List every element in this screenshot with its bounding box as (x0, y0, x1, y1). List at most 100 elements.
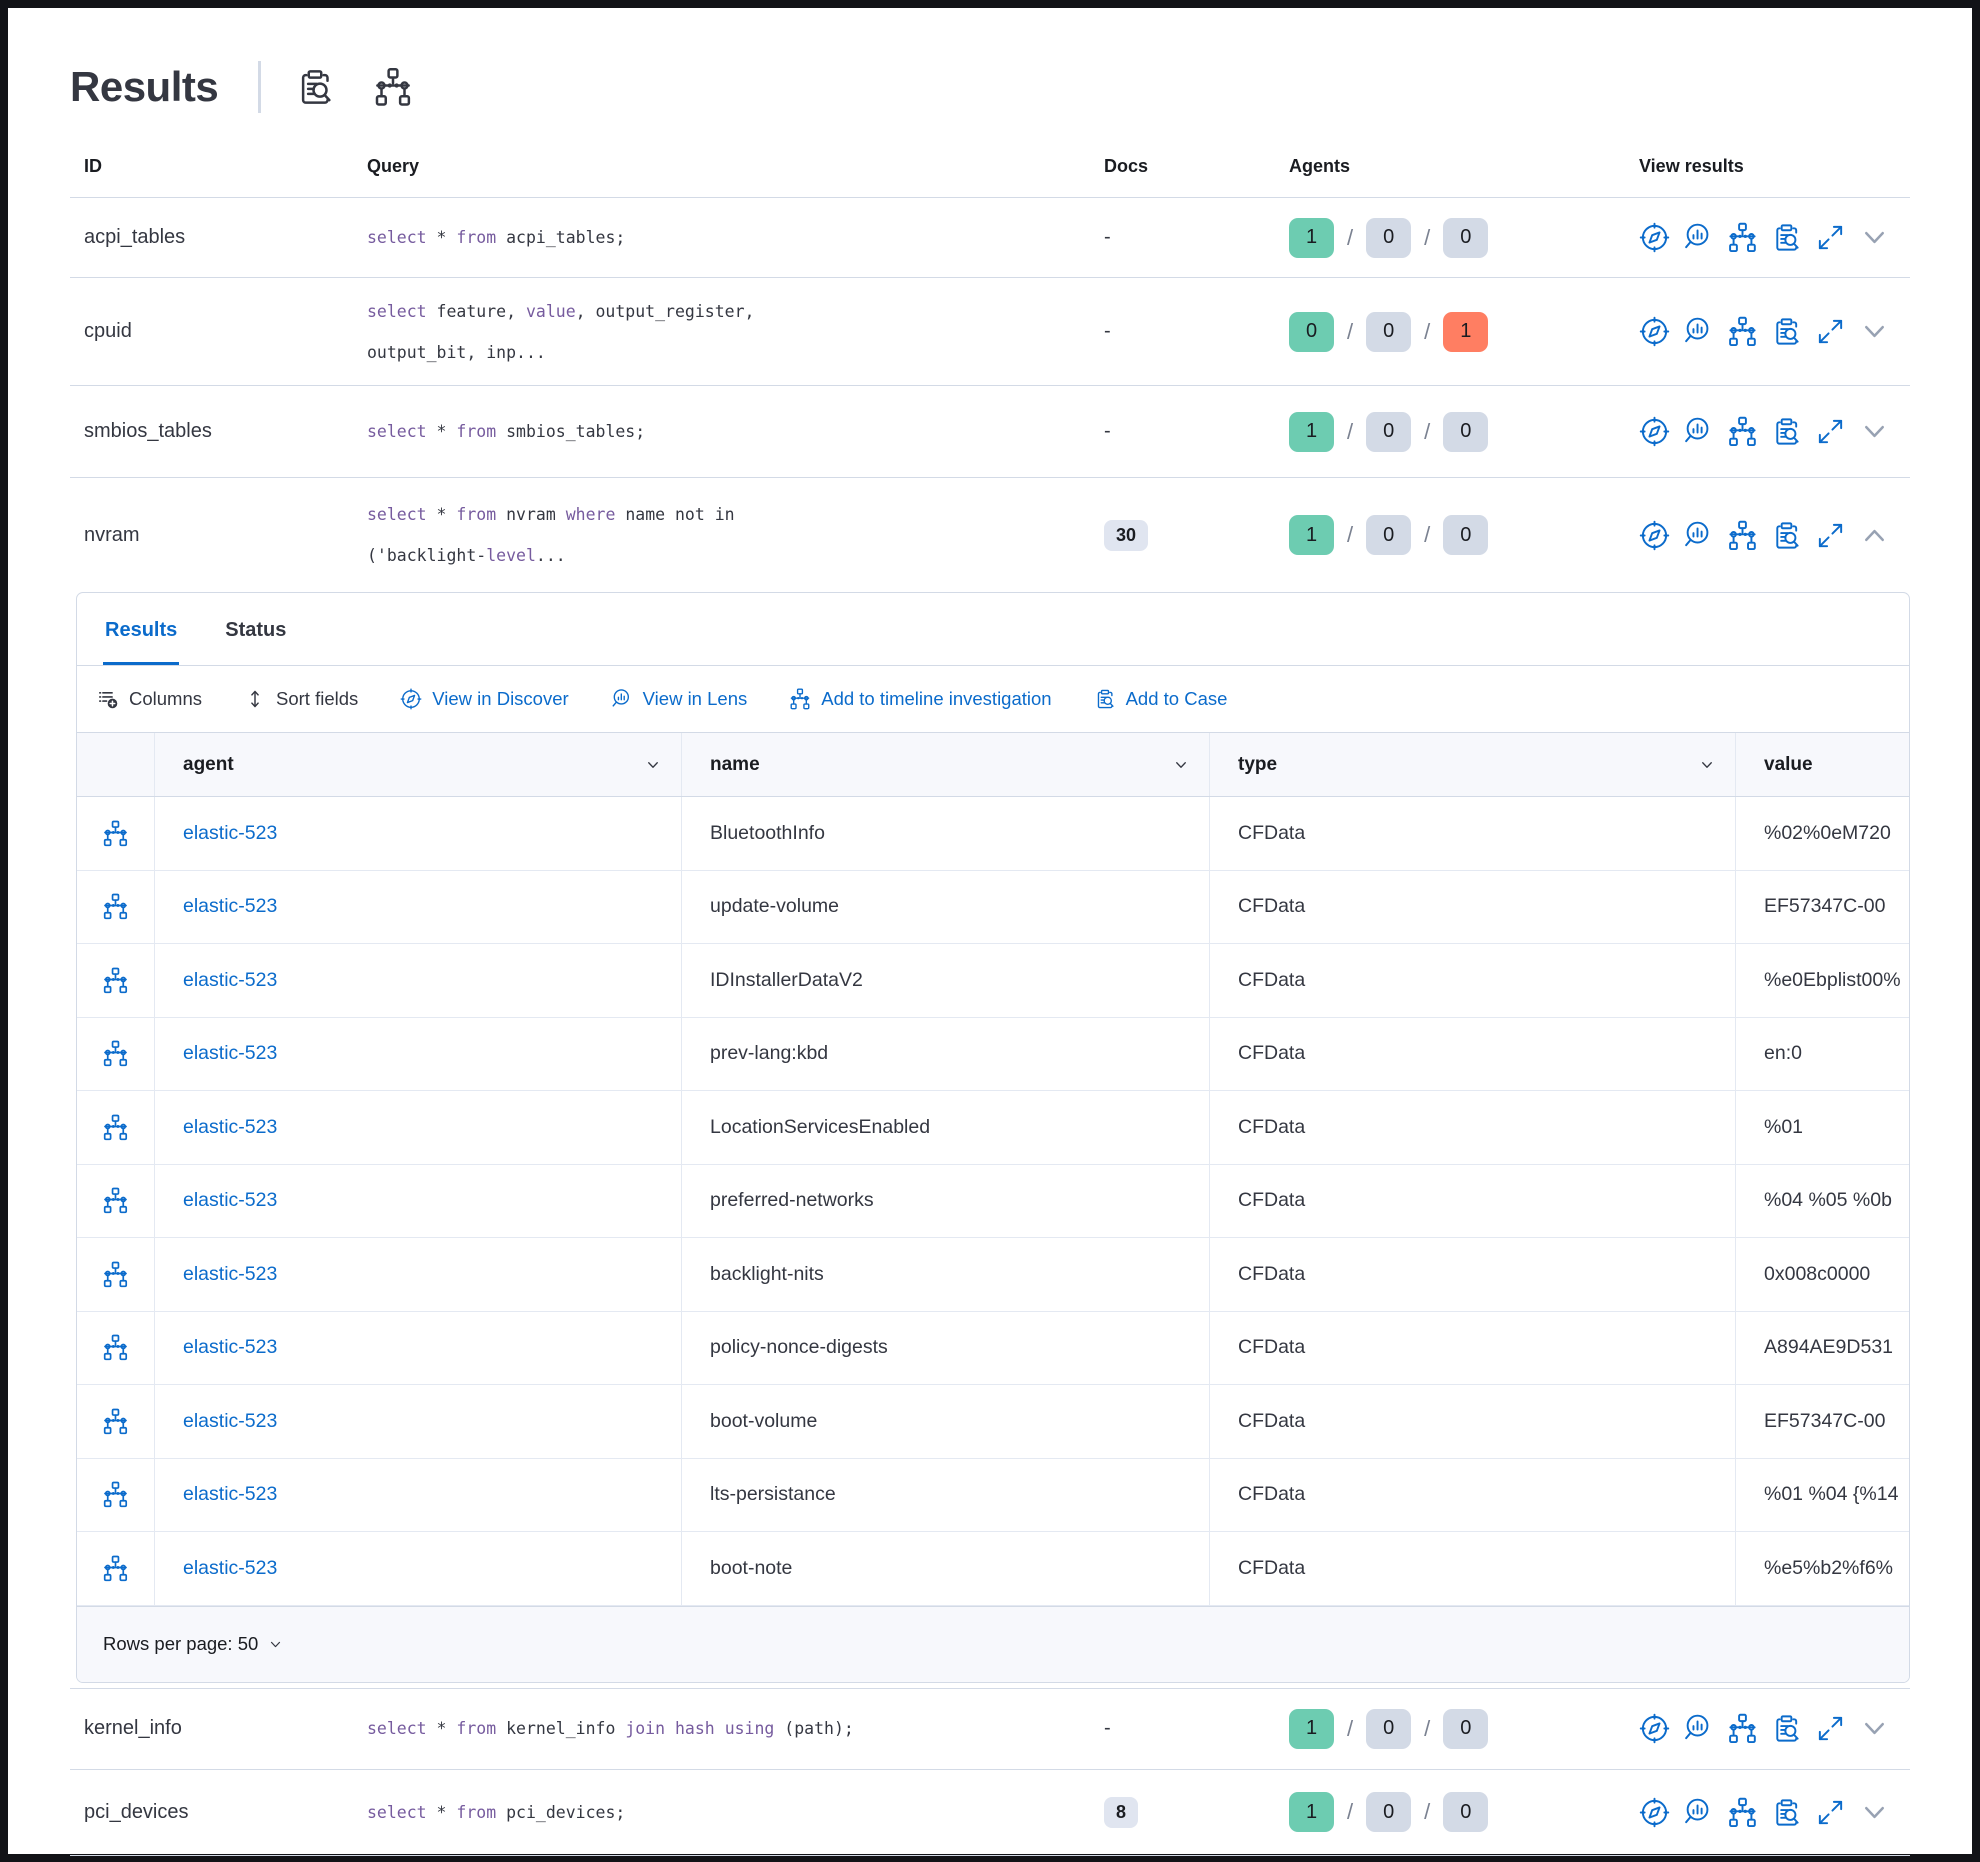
add-to-timeline-button[interactable] (1727, 1797, 1758, 1828)
agent-link[interactable]: elastic-523 (183, 895, 278, 918)
network-icon (102, 1334, 129, 1361)
expand-button[interactable] (1815, 1713, 1846, 1744)
timeline-cell (77, 1311, 155, 1384)
agent-link[interactable]: elastic-523 (183, 1042, 278, 1065)
osquery-results-page: Results ID Query Docs Agents View result… (8, 8, 1972, 1856)
expand-button[interactable] (1815, 416, 1846, 447)
network-icon (102, 1408, 129, 1435)
agent-link[interactable]: elastic-523 (183, 1189, 278, 1212)
add-to-timeline-button[interactable] (1727, 316, 1758, 347)
agent-link[interactable]: elastic-523 (183, 821, 278, 844)
agent-link[interactable]: elastic-523 (183, 1262, 278, 1285)
add-to-timeline-button[interactable]: Add to timeline investigation (789, 688, 1052, 710)
agent-link[interactable]: elastic-523 (183, 1556, 278, 1579)
view-in-lens-button[interactable] (1683, 416, 1714, 447)
col-header-type[interactable]: type (1210, 733, 1736, 796)
add-row-to-timeline-button[interactable] (102, 893, 129, 920)
add-to-case-button[interactable] (1771, 1797, 1802, 1828)
add-to-case-button[interactable]: Add to Case (1094, 688, 1227, 710)
query-row-cpuid: cpuid select feature, value, output_regi… (70, 278, 1910, 386)
add-row-to-timeline-button[interactable] (102, 1334, 129, 1361)
col-header-name[interactable]: name (682, 733, 1210, 796)
col-header-agent[interactable]: agent (155, 733, 682, 796)
page-header: Results (70, 54, 1910, 120)
inspect-button[interactable] (295, 67, 335, 107)
columns-button[interactable]: Columns (97, 688, 202, 710)
agent-link[interactable]: elastic-523 (183, 968, 278, 991)
discover-compass-icon (1639, 222, 1670, 253)
view-in-discover-button[interactable] (1639, 1797, 1670, 1828)
agent-link[interactable]: elastic-523 (183, 1483, 278, 1506)
network-icon (102, 820, 129, 847)
sort-fields-button[interactable]: Sort fields (244, 688, 358, 710)
add-to-case-button[interactable] (1771, 416, 1802, 447)
col-header-value[interactable]: value (1736, 733, 1909, 796)
agent-link[interactable]: elastic-523 (183, 1409, 278, 1432)
rows-per-page-button[interactable]: Rows per page: 50 (103, 1633, 283, 1655)
view-in-discover-button[interactable]: View in Discover (400, 688, 569, 710)
view-in-lens-button[interactable]: View in Lens (611, 688, 747, 710)
view-in-lens-button[interactable] (1683, 1713, 1714, 1744)
view-in-discover-button[interactable] (1639, 316, 1670, 347)
add-row-to-timeline-button[interactable] (102, 1481, 129, 1508)
query-id: nvram (84, 523, 140, 546)
timeline-cell (77, 797, 155, 870)
collapse-details-button[interactable] (1859, 520, 1890, 551)
view-in-discover-button[interactable] (1639, 416, 1670, 447)
query-row-kernel-info: kernel_info select * from kernel_info jo… (70, 1687, 1910, 1770)
view-in-discover-button[interactable] (1639, 1713, 1670, 1744)
view-in-lens-button[interactable] (1683, 222, 1714, 253)
view-in-lens-button[interactable] (1683, 316, 1714, 347)
toggle-details-button[interactable] (1859, 1797, 1890, 1828)
agent-cell: elastic-523 (155, 1385, 682, 1458)
discover-compass-icon (1639, 1713, 1670, 1744)
list-add-icon (97, 688, 119, 710)
add-row-to-timeline-button[interactable] (102, 820, 129, 847)
clipboard-search-icon (1771, 520, 1802, 551)
agents-status: 1 / 0 / 0 (1289, 1708, 1639, 1749)
add-row-to-timeline-button[interactable] (102, 1040, 129, 1067)
add-row-to-timeline-button[interactable] (102, 1114, 129, 1141)
result-row: elastic-523 IDInstallerDataV2 CFData %e0Ebp… (77, 944, 1909, 1018)
tab-status[interactable]: Status (223, 619, 288, 665)
timeline-button[interactable] (373, 67, 413, 107)
expand-button[interactable] (1815, 316, 1846, 347)
toggle-details-button[interactable] (1859, 316, 1890, 347)
toggle-details-button[interactable] (1859, 1713, 1890, 1744)
add-to-timeline-button[interactable] (1727, 520, 1758, 551)
agents-status: 1 / 0 / 0 (1289, 515, 1639, 555)
add-to-timeline-button[interactable] (1727, 222, 1758, 253)
add-to-timeline-button[interactable] (1727, 1713, 1758, 1744)
expand-button[interactable] (1815, 222, 1846, 253)
toggle-details-button[interactable] (1859, 416, 1890, 447)
expand-button[interactable] (1815, 520, 1846, 551)
view-in-lens-button[interactable] (1683, 1797, 1714, 1828)
toggle-details-button[interactable] (1859, 222, 1890, 253)
agent-link[interactable]: elastic-523 (183, 1115, 278, 1138)
slash-separator: / (1347, 224, 1354, 250)
agents-failed-badge: 0 (1443, 1792, 1489, 1832)
value-column-label: value (1764, 753, 1813, 775)
tab-results[interactable]: Results (103, 619, 180, 665)
add-to-case-button[interactable] (1771, 222, 1802, 253)
agents-failed-badge: 1 (1443, 311, 1489, 352)
slash-separator: / (1424, 1715, 1431, 1741)
add-row-to-timeline-button[interactable] (102, 1187, 129, 1214)
add-to-case-button[interactable] (1771, 316, 1802, 347)
add-to-case-button[interactable] (1771, 1713, 1802, 1744)
view-in-lens-button[interactable] (1683, 520, 1714, 551)
view-in-discover-button[interactable] (1639, 520, 1670, 551)
add-row-to-timeline-button[interactable] (102, 967, 129, 994)
add-to-case-button[interactable] (1771, 520, 1802, 551)
add-row-to-timeline-button[interactable] (102, 1408, 129, 1435)
add-row-to-timeline-button[interactable] (102, 1555, 129, 1582)
expand-button[interactable] (1815, 1797, 1846, 1828)
lens-icon (1683, 520, 1714, 551)
add-to-timeline-button[interactable] (1727, 416, 1758, 447)
add-row-to-timeline-button[interactable] (102, 1261, 129, 1288)
col-header-controls (77, 733, 155, 796)
lens-icon (1683, 1713, 1714, 1744)
view-in-discover-button[interactable] (1639, 222, 1670, 253)
agent-link[interactable]: elastic-523 (183, 1336, 278, 1359)
agent-cell: elastic-523 (155, 1532, 682, 1605)
